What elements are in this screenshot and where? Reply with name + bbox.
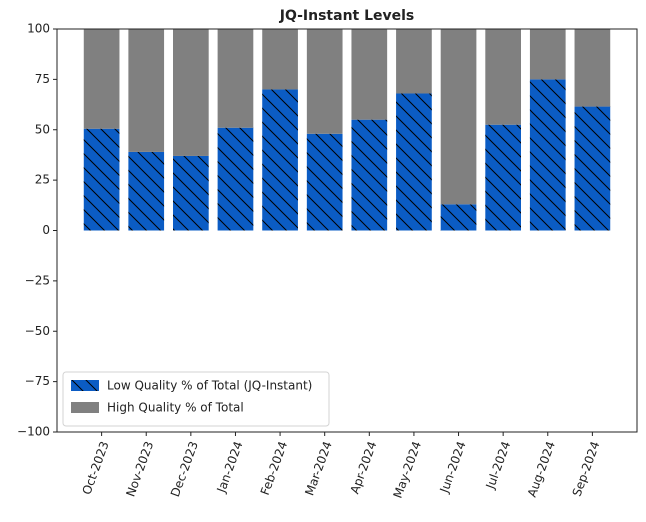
legend-hatch: [71, 380, 99, 391]
x-tick-label: Dec-2023: [168, 439, 201, 498]
bar: [262, 29, 298, 90]
x-tick-label: Aug-2024: [525, 439, 558, 499]
bar: [396, 29, 432, 94]
legend-label: High Quality % of Total: [107, 401, 244, 415]
legend-label: Low Quality % of Total (JQ-Instant): [107, 379, 312, 393]
legend-box: [62, 371, 330, 427]
x-tick-label: Mar-2024: [302, 439, 335, 497]
x-tick-label: Sep-2024: [570, 439, 603, 498]
x-tick-label: Oct-2023: [80, 439, 112, 496]
bar-hatch: [485, 124, 521, 231]
legend-swatch: [71, 402, 99, 413]
x-tick-label: Feb-2024: [258, 439, 290, 497]
y-tick-label: −25: [25, 273, 50, 287]
x-tick-label: Jun-2024: [437, 439, 469, 495]
bar: [485, 29, 521, 125]
bar-hatch: [440, 204, 477, 231]
bar: [83, 29, 120, 129]
bar-hatch: [306, 133, 343, 231]
bar: [217, 29, 254, 128]
bar-hatch: [173, 155, 209, 231]
bar-hatch: [351, 119, 388, 231]
bar-hatch: [396, 93, 432, 231]
chart-title: JQ-Instant Levels: [279, 8, 415, 24]
x-tick-label: Jul-2024: [483, 439, 513, 491]
y-tick-label: −75: [25, 374, 50, 388]
bar: [351, 29, 388, 120]
bar-hatch: [83, 128, 120, 231]
bar-hatch: [574, 106, 611, 231]
bar: [574, 29, 611, 107]
y-tick-label: −50: [25, 324, 50, 338]
y-tick-label: 0: [42, 223, 50, 237]
y-tick-label: 75: [35, 72, 50, 86]
bar-hatch: [128, 151, 165, 231]
bar: [440, 29, 477, 205]
legend: Low Quality % of Total (JQ-Instant) High …: [62, 371, 330, 427]
bar-hatch: [217, 127, 254, 231]
bar: [529, 29, 566, 80]
bar-hatch: [529, 79, 566, 231]
x-tick-label: Nov-2023: [123, 439, 156, 498]
y-tick-label: 50: [35, 122, 50, 136]
bar: [306, 29, 343, 134]
y-tick-label: 25: [35, 173, 50, 187]
bar: [173, 29, 209, 156]
x-tick-label: Jan-2024: [214, 439, 246, 495]
bar: [128, 29, 165, 152]
y-tick-label: 100: [27, 22, 50, 36]
y-tick-label: −100: [17, 425, 50, 439]
bar-hatch: [262, 89, 298, 231]
x-tick-label: Apr-2024: [347, 439, 379, 495]
x-tick-label: May-2024: [391, 439, 424, 500]
plot-frame: [56, 28, 638, 433]
